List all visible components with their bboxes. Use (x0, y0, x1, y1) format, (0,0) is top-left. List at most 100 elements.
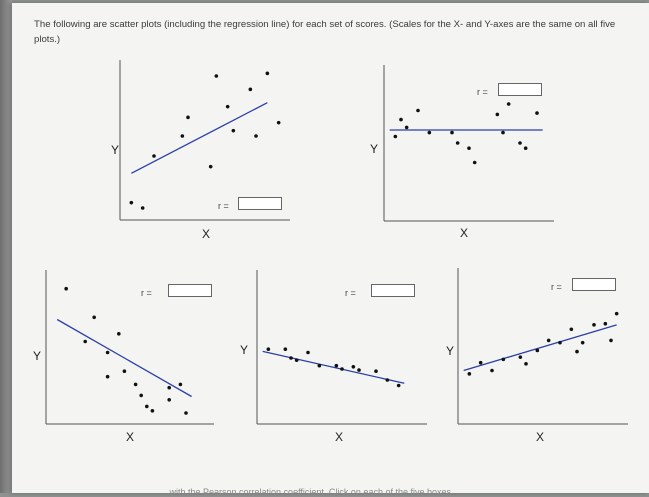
data-point (399, 117, 403, 122)
r-input-1[interactable] (238, 197, 282, 210)
data-point (248, 87, 253, 92)
data-point (523, 146, 528, 150)
x-axis-label: X (126, 430, 135, 444)
data-point (404, 125, 409, 130)
data-point (231, 128, 236, 133)
data-point (225, 104, 230, 109)
data-point (558, 340, 562, 345)
regression-line (56, 318, 192, 398)
data-point (351, 365, 356, 369)
scatter-plot-4-canvas (256, 270, 427, 425)
y-axis-label: Y (446, 344, 455, 358)
data-point (357, 368, 361, 372)
data-point (467, 372, 472, 376)
data-point (501, 357, 506, 362)
regression-line (463, 324, 617, 372)
x-axis-label: X (460, 226, 469, 240)
y-axis-label: Y (370, 142, 379, 156)
scatter-plot-3: Y X r = (33, 262, 224, 443)
y-axis-label: Y (33, 349, 42, 363)
data-point (139, 393, 143, 398)
x-axis-label: X (202, 227, 211, 241)
r-label: r = (141, 288, 152, 298)
data-point (450, 130, 454, 135)
data-point (427, 130, 432, 135)
desk-edge (0, 0, 12, 493)
data-point (317, 363, 322, 368)
scatter-plot-3-canvas (45, 270, 214, 425)
data-point (609, 338, 613, 343)
data-point (294, 358, 299, 362)
data-point (340, 367, 344, 371)
regression-line (131, 102, 268, 174)
data-point (396, 383, 401, 388)
data-point (603, 321, 608, 326)
scatter-plot-5: Y X r = (446, 262, 636, 443)
data-point (178, 382, 183, 387)
regression-line (262, 350, 405, 384)
y-axis-label: Y (111, 143, 120, 157)
data-point (393, 134, 398, 139)
data-point (455, 141, 460, 145)
data-point (575, 349, 579, 354)
data-point (167, 398, 171, 402)
x-axis-label: X (335, 430, 344, 444)
instructions-text: The following are scatter plots (includi… (34, 19, 616, 45)
data-point (334, 363, 339, 368)
data-point (546, 338, 551, 343)
data-point (306, 350, 310, 355)
data-point (478, 360, 483, 365)
data-point (122, 369, 127, 373)
data-point (64, 286, 68, 291)
data-point (535, 348, 540, 353)
data-point (266, 347, 271, 351)
data-point (385, 378, 390, 382)
data-point (535, 111, 539, 115)
r-input-2[interactable] (498, 83, 542, 96)
data-point (490, 368, 494, 373)
data-point (374, 369, 378, 373)
data-point (518, 355, 523, 359)
x-axis-label: X (536, 430, 545, 444)
r-label: r = (345, 288, 356, 298)
data-point (208, 164, 213, 169)
data-point (592, 323, 596, 327)
scatter-plot-1-canvas (119, 60, 290, 221)
r-label: r = (218, 201, 229, 211)
data-point (184, 411, 188, 415)
r-label: r = (477, 87, 488, 97)
data-point (152, 154, 156, 158)
data-point (105, 350, 110, 355)
data-point (180, 134, 185, 138)
scatter-plot-4: Y X r = (240, 262, 435, 443)
data-point (83, 339, 87, 344)
data-point (265, 71, 270, 76)
data-point (283, 347, 288, 351)
data-point (472, 160, 477, 165)
data-point (289, 356, 293, 360)
footer-text: ...with the Pearson correlation coeffici… (162, 487, 451, 497)
data-point (276, 120, 281, 125)
data-point (105, 374, 110, 379)
data-point (254, 134, 258, 138)
r-input-4[interactable] (371, 284, 415, 297)
data-point (569, 327, 574, 332)
r-input-3[interactable] (168, 284, 212, 297)
scatter-plot-2: Y X r = (370, 63, 562, 239)
data-point (145, 404, 149, 409)
r-label: r = (551, 282, 562, 292)
data-point (524, 362, 528, 366)
data-point (467, 146, 471, 150)
data-point (495, 112, 500, 117)
data-point (92, 315, 96, 320)
worksheet: The following are scatter plots (includi… (12, 3, 649, 497)
data-point (416, 108, 420, 113)
data-point (117, 332, 121, 336)
data-point (501, 130, 505, 135)
data-point (506, 102, 511, 106)
data-point (167, 385, 171, 390)
data-point (129, 200, 134, 205)
r-input-5[interactable] (572, 278, 616, 291)
data-point (214, 74, 219, 78)
data-point (186, 115, 190, 120)
